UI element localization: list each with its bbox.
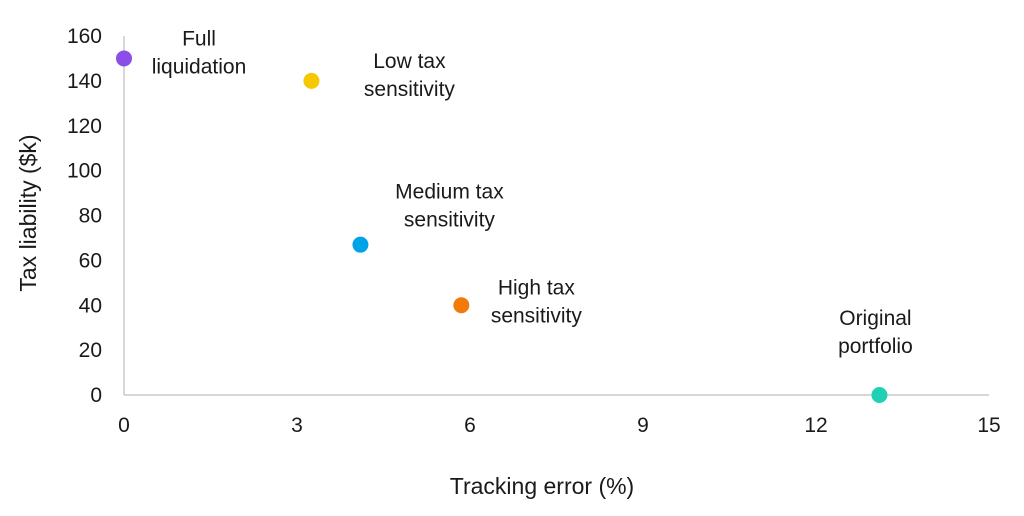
data-point-label-line: liquidation xyxy=(152,55,247,78)
x-tick-label: 0 xyxy=(118,414,130,437)
data-point xyxy=(116,50,132,67)
x-tick-label: 12 xyxy=(804,414,827,437)
data-point-label: Medium tax sensitivity xyxy=(395,181,504,232)
data-point-label-line: Original xyxy=(839,307,911,330)
data-point-label-line: Low tax xyxy=(373,50,446,73)
data-point xyxy=(871,387,888,403)
data-point-label: Original portfolio xyxy=(838,307,913,358)
x-tick-label: 6 xyxy=(464,414,476,437)
y-tick-label: 100 xyxy=(67,160,102,183)
data-point-label-line: Medium tax xyxy=(395,181,504,204)
y-tick-label: 60 xyxy=(79,249,102,272)
data-point-label: Low tax sensitivity xyxy=(364,50,456,101)
x-tick-labels: 0 3 6 9 12 15 xyxy=(118,414,1001,437)
y-tick-label: 140 xyxy=(67,70,102,93)
data-point-label-line: High tax xyxy=(498,276,576,299)
x-axis-title: Tracking error (%) xyxy=(450,473,634,499)
data-point xyxy=(303,72,320,89)
y-tick-label: 80 xyxy=(79,205,102,228)
data-point-label-line: sensitivity xyxy=(491,304,583,327)
x-tick-label: 15 xyxy=(977,414,1000,437)
y-tick-label: 0 xyxy=(90,384,102,407)
data-point xyxy=(453,297,470,314)
y-tick-label: 40 xyxy=(79,294,102,317)
data-point-label: Full liquidation xyxy=(152,27,247,78)
y-tick-label: 20 xyxy=(79,339,102,362)
x-tick-label: 9 xyxy=(637,414,649,437)
x-tick-label: 3 xyxy=(291,414,303,437)
data-point-label-line: portfolio xyxy=(838,335,913,358)
data-point-label-line: Full xyxy=(182,27,216,50)
data-point-labels: Full liquidation Low tax sensitivityMedium … xyxy=(152,27,913,358)
data-point xyxy=(352,236,369,253)
data-point-label-line: sensitivity xyxy=(364,78,456,101)
y-tick-label: 120 xyxy=(67,115,102,138)
y-tick-labels: 0 20 40 60 80 100 120 140 160 xyxy=(67,25,102,407)
data-points xyxy=(116,50,888,403)
y-axis-title: Tax liability ($k) xyxy=(15,134,41,291)
data-point-label-line: sensitivity xyxy=(404,209,496,232)
y-tick-label: 160 xyxy=(67,25,102,48)
data-point-label: High tax sensitivity xyxy=(491,276,583,327)
